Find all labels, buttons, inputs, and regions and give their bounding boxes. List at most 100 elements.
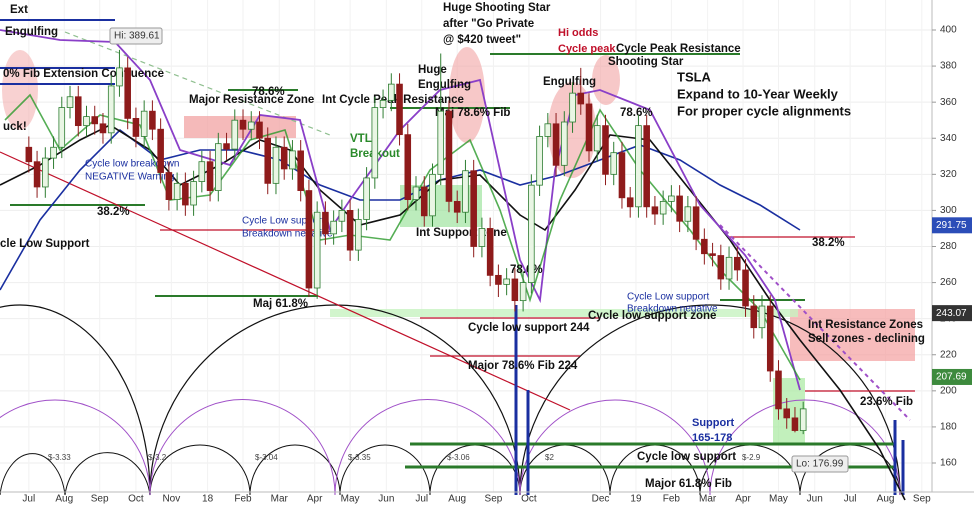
candle-body xyxy=(742,269,749,307)
annotation: TSLA xyxy=(677,69,712,84)
dividend: $-3.04 xyxy=(255,453,278,462)
annotation: Cycle low support zone xyxy=(588,310,716,322)
x-tick-label: Oct xyxy=(521,494,537,505)
candle-body xyxy=(528,184,535,283)
dividend: $-3.06 xyxy=(447,453,470,462)
candle-body xyxy=(140,110,148,137)
annotation: NEGATIVE Warning xyxy=(85,172,174,183)
annotation: Major 61.8% Fib xyxy=(645,478,732,490)
candle-body xyxy=(429,173,436,217)
annotation: cle Low Support xyxy=(0,238,90,250)
y-tick-label: 160 xyxy=(940,458,957,469)
candle-body xyxy=(198,161,206,182)
support-zone xyxy=(330,309,798,317)
annotation: Int Resistance Zones xyxy=(808,319,923,331)
candle-body xyxy=(585,103,593,152)
candle-body xyxy=(602,125,609,175)
annotation: after "Go Private xyxy=(443,18,534,30)
annotation: Major Resistance Zone xyxy=(189,94,314,106)
candle-body xyxy=(676,195,683,222)
candle-body xyxy=(91,116,99,125)
candle-body xyxy=(635,125,642,208)
candle-body xyxy=(107,85,115,134)
annotation: Engulfing xyxy=(543,76,596,88)
candle-body xyxy=(511,278,519,302)
x-tick-label: Feb xyxy=(663,494,681,505)
candle-body xyxy=(799,408,807,431)
y-tick-label: 260 xyxy=(940,277,957,288)
lo-label: Lo: 176.99 xyxy=(796,459,844,470)
x-tick-label: Dec xyxy=(592,494,610,505)
x-tick-label: Aug xyxy=(55,494,73,505)
candle-body xyxy=(256,121,263,139)
candle-body xyxy=(42,157,49,188)
candle-body xyxy=(379,99,387,108)
candle-body xyxy=(791,417,799,431)
x-tick-label: Jun xyxy=(378,494,394,505)
dividend: $-3.2 xyxy=(148,453,167,462)
y-tick-label: 360 xyxy=(940,97,957,108)
x-tick-label: Sep xyxy=(91,494,109,505)
candle-body xyxy=(264,137,272,184)
annotation: Expand to 10-Year Weekly xyxy=(677,86,839,101)
annotation: Maj 78.6% Fib xyxy=(435,107,510,119)
candle-body xyxy=(717,255,725,280)
candle-body xyxy=(338,210,346,222)
candle-body xyxy=(313,211,321,289)
candle-body xyxy=(692,206,700,240)
candle-body xyxy=(149,110,156,130)
candle-body xyxy=(231,119,239,150)
candle-body xyxy=(25,146,33,163)
y-tick-label: 220 xyxy=(940,349,957,360)
annotation: 38.2% xyxy=(97,206,130,218)
annotation: Cycle low support 244 xyxy=(468,322,590,334)
annotation: Huge xyxy=(418,64,447,76)
candle-body xyxy=(569,92,576,123)
highlight xyxy=(2,50,38,130)
y-tick-label: 400 xyxy=(940,25,957,36)
candle-body xyxy=(116,67,123,87)
price-tag-label: 207.69 xyxy=(936,372,967,383)
dividend: $-3.35 xyxy=(348,453,371,462)
candle-body xyxy=(206,161,214,191)
annotation: Cycle Peak Resistance xyxy=(616,43,741,55)
candle-body xyxy=(396,83,403,136)
x-tick-label: Sep xyxy=(913,494,931,505)
y-tick-label: 320 xyxy=(940,169,957,180)
candle-body xyxy=(280,146,288,170)
candle-body xyxy=(610,152,618,175)
candle-body xyxy=(643,125,650,208)
candle-body xyxy=(355,219,362,251)
candle-body xyxy=(322,211,329,235)
price-tag-label: 291.75 xyxy=(936,220,967,231)
x-tick-label: Nov xyxy=(162,494,180,505)
candle-body xyxy=(272,146,280,184)
x-tick-label: Jul xyxy=(415,494,428,505)
y-tick-label: 340 xyxy=(940,133,957,144)
candle-body xyxy=(412,186,420,200)
candle-body xyxy=(734,256,741,271)
annotation: Engulfing xyxy=(418,79,471,91)
annotation: For proper cycle alignments xyxy=(677,103,851,118)
annotation: 0% Fib Extension Confluence xyxy=(3,68,164,80)
candle-body xyxy=(330,220,337,235)
price-tag xyxy=(932,217,972,234)
annotation: VTL xyxy=(350,133,372,145)
candle-body xyxy=(626,197,634,208)
annotation: uck! xyxy=(3,121,27,133)
candle-body xyxy=(173,182,181,200)
candle-body xyxy=(346,210,354,251)
x-tick-label: Apr xyxy=(307,494,323,505)
y-tick-label: 380 xyxy=(940,61,957,72)
annotation: Breakdown negative xyxy=(242,229,333,240)
candle-body xyxy=(420,186,428,217)
y-tick-label: 200 xyxy=(940,385,957,396)
candle-body xyxy=(478,228,486,247)
candle-body xyxy=(99,123,107,134)
annotation: Major 78.6% Fib 224 xyxy=(468,360,578,372)
candle-body xyxy=(725,256,733,280)
y-tick-label: 180 xyxy=(940,422,957,433)
x-tick-label: Sep xyxy=(485,494,503,505)
candle-body xyxy=(223,143,230,150)
